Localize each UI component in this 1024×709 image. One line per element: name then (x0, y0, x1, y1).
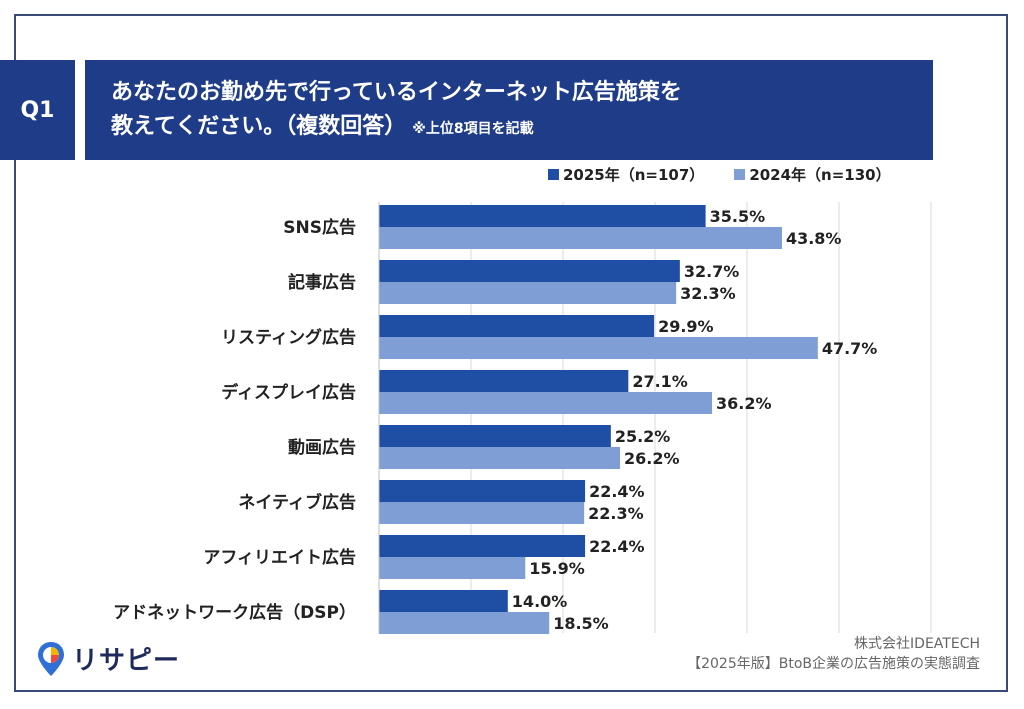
category-label: SNS広告 (283, 217, 356, 238)
bar-2025 (379, 260, 680, 282)
title-banner: あなたのお勤め先で行っているインターネット広告施策を 教えてください。（複数回答… (85, 60, 933, 160)
data-label: 25.2% (615, 427, 671, 446)
legend-item-2024: 2024年（n=130） (734, 164, 891, 185)
question-label: Q1 (20, 97, 55, 123)
data-label: 36.2% (716, 394, 772, 413)
bar-2024 (379, 557, 526, 579)
title-note: ※上位8項目を記載 (412, 121, 534, 137)
data-label: 14.0% (512, 592, 568, 611)
bar-2025 (379, 480, 586, 502)
data-label: 27.1% (632, 372, 688, 391)
data-label: 47.7% (822, 339, 878, 358)
data-label: 22.4% (589, 482, 645, 501)
data-label: 15.9% (529, 559, 585, 578)
logo-text: リサピー (72, 646, 181, 676)
legend-swatch-2024 (734, 169, 746, 180)
category-label: 動画広告 (288, 437, 356, 458)
bar-2025 (379, 315, 655, 337)
legend-item-2025: 2025年（n=107） (548, 164, 704, 185)
category-label: ネイティブ広告 (238, 492, 356, 513)
title-line-2: 教えてください。（複数回答） ※上位8項目を記載 (111, 110, 933, 146)
title-line-1: あなたのお勤め先で行っているインターネット広告施策を (111, 80, 682, 105)
bar-2025 (379, 370, 629, 392)
bar-2024 (379, 337, 818, 359)
bar-2025 (379, 590, 508, 612)
data-label: 18.5% (553, 614, 609, 633)
category-label: アドネットワーク広告（DSP） (113, 602, 356, 623)
bar-2024 (379, 227, 782, 249)
legend-label-2025: 2025年（n=107） (563, 166, 705, 184)
footer-company: 株式会社IDEATECH (854, 636, 980, 652)
bar-2024 (379, 502, 585, 524)
bar-2025 (379, 535, 586, 557)
title-line-2-text: 教えてください。（複数回答） (111, 114, 407, 139)
data-label: 32.7% (684, 262, 740, 281)
data-label: 26.2% (624, 449, 680, 468)
bar-2024 (379, 282, 677, 304)
data-label: 29.9% (658, 317, 714, 336)
risapy-logo: リサピー (36, 640, 180, 677)
data-label: 22.4% (589, 537, 645, 556)
logo-pin-icon (38, 641, 64, 676)
category-label: アフィリエイト広告 (203, 547, 356, 568)
question-badge: Q1 (0, 60, 75, 160)
bar-2025 (379, 425, 611, 447)
bar-2024 (379, 392, 713, 414)
data-label: 32.3% (680, 284, 736, 303)
data-label: 43.8% (786, 229, 842, 248)
category-label: 記事広告 (288, 272, 356, 293)
chart-legend: 2025年（n=107） 2024年（n=130） (548, 164, 891, 185)
data-label: 22.3% (588, 504, 644, 523)
bar-2025 (379, 205, 706, 227)
data-label: 35.5% (710, 207, 766, 226)
bar-2024 (379, 447, 621, 469)
legend-label-2024: 2024年（n=130） (749, 166, 891, 184)
legend-swatch-2025 (548, 169, 559, 180)
bar-2024 (379, 612, 550, 634)
footer-survey: 【2025年版】BtoB企業の広告施策の実態調査 (687, 656, 980, 672)
footer: 株式会社IDEATECH 【2025年版】BtoB企業の広告施策の実態調査 (687, 634, 980, 674)
category-label: リスティング広告 (221, 327, 356, 348)
category-label: ディスプレイ広告 (221, 382, 356, 403)
